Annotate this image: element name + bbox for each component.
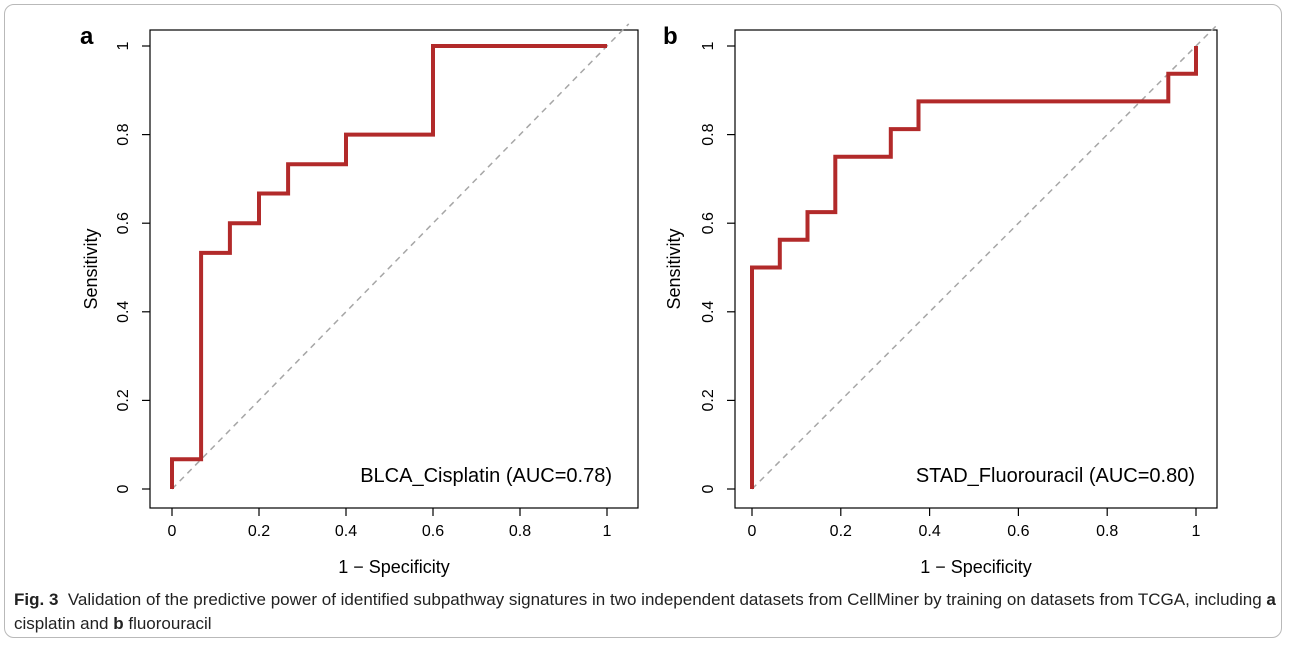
panel-a-x-tick-label: 0 bbox=[168, 523, 177, 540]
panel-a-y-axis: 0 0.2 0.4 0.6 0.8 1 bbox=[115, 41, 150, 493]
panel-b-x-tick-label: 0.6 bbox=[1007, 523, 1029, 540]
panel-a-y-tick-label: 0.4 bbox=[115, 301, 132, 323]
panel-b-x-tick-label: 0 bbox=[748, 523, 757, 540]
panel-a-y-tick-label: 0.8 bbox=[115, 123, 132, 145]
figure-frame bbox=[4, 4, 1282, 638]
caption-bold-a: a bbox=[1266, 590, 1276, 609]
panel-a-reference-line bbox=[171, 23, 630, 490]
panel-b-x-tick-label: 0.4 bbox=[918, 523, 940, 540]
panel-a-x-tick-label: 0.6 bbox=[422, 523, 444, 540]
panel-a-x-tick-label: 1 bbox=[603, 523, 612, 540]
panel-b-y-tick-label: 0.4 bbox=[700, 301, 717, 323]
panel-a-roc-curve bbox=[170, 44, 607, 489]
caption-text-1: Validation of the predictive power of id… bbox=[67, 590, 1267, 609]
panel-b-x-tick-label: 0.8 bbox=[1096, 523, 1118, 540]
panel-a-y-tick-label: 0.6 bbox=[115, 212, 132, 234]
panel-a-plot-box bbox=[149, 29, 639, 509]
panel-b-x-tick-label: 1 bbox=[1192, 523, 1201, 540]
panel-b-roc-curve bbox=[750, 46, 1198, 489]
panel-b-y-title: Sensitivity bbox=[664, 228, 684, 309]
panel-a: a 0 0.2 0.4 0.6 0.8 1 0 0.2 0.4 0.6 0.8 1 BLCA_Cis… bbox=[80, 23, 639, 577]
panel-b-x-axis: 0 0.2 0.4 0.6 0.8 1 bbox=[748, 508, 1201, 540]
panel-b-y-tick-label: 0.2 bbox=[700, 389, 717, 411]
panel-b-y-tick-label: 0.8 bbox=[700, 123, 717, 145]
panel-a-y-tick-label: 0.2 bbox=[115, 389, 132, 411]
panel-b-reference-line bbox=[751, 23, 1219, 490]
caption-fig-label: Fig. 3 bbox=[14, 590, 59, 609]
panel-a-label: a bbox=[80, 23, 94, 50]
panel-b-y-tick-label: 0 bbox=[700, 484, 717, 493]
panel-a-x-title: 1 − Specificity bbox=[338, 557, 450, 577]
figure-caption: Fig. 3 Validation of the predictive powe… bbox=[14, 588, 1276, 636]
panel-b-annotation: STAD_Fluorouracil (AUC=0.80) bbox=[916, 465, 1195, 487]
caption-bold-b: b bbox=[113, 614, 124, 633]
caption-text-3: fluorouracil bbox=[123, 614, 212, 633]
panel-b-x-tick-label: 0.2 bbox=[830, 523, 852, 540]
panel-a-x-axis: 0 0.2 0.4 0.6 0.8 1 bbox=[168, 508, 612, 540]
panel-b: b 0 0.2 0.4 0.6 0.8 1 0 0.2 0.4 0.6 0.8 1 STAD_Flu… bbox=[663, 23, 1219, 577]
panel-a-annotation: BLCA_Cisplatin (AUC=0.78) bbox=[360, 465, 612, 487]
panel-b-y-tick-label: 1 bbox=[700, 41, 717, 50]
panel-b-label: b bbox=[663, 23, 678, 50]
panel-a-y-tick-label: 0 bbox=[115, 484, 132, 493]
panel-b-y-axis: 0 0.2 0.4 0.6 0.8 1 bbox=[700, 41, 735, 493]
panel-a-x-tick-label: 0.8 bbox=[509, 523, 531, 540]
panel-a-x-tick-label: 0.2 bbox=[248, 523, 270, 540]
panel-b-plot-box bbox=[734, 29, 1218, 509]
caption-text-2: cisplatin and bbox=[14, 614, 114, 633]
panel-b-x-title: 1 − Specificity bbox=[920, 557, 1032, 577]
panel-a-y-title: Sensitivity bbox=[81, 228, 101, 309]
panel-a-y-tick-label: 1 bbox=[115, 41, 132, 50]
panel-b-y-tick-label: 0.6 bbox=[700, 212, 717, 234]
panel-a-x-tick-label: 0.4 bbox=[335, 523, 357, 540]
